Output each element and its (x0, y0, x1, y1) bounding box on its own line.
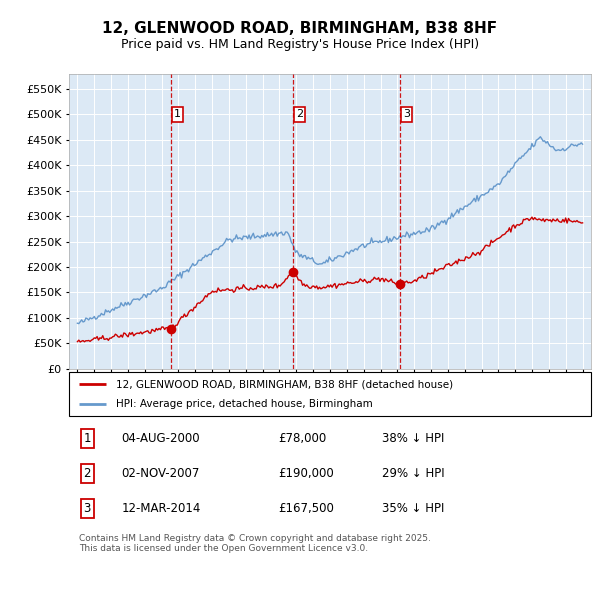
FancyBboxPatch shape (69, 372, 591, 416)
Text: 2: 2 (83, 467, 91, 480)
Text: 29% ↓ HPI: 29% ↓ HPI (382, 467, 445, 480)
Text: Price paid vs. HM Land Registry's House Price Index (HPI): Price paid vs. HM Land Registry's House … (121, 38, 479, 51)
Text: 2: 2 (296, 109, 303, 119)
Text: 12, GLENWOOD ROAD, BIRMINGHAM, B38 8HF (detached house): 12, GLENWOOD ROAD, BIRMINGHAM, B38 8HF (… (116, 379, 453, 389)
Text: 04-AUG-2000: 04-AUG-2000 (121, 432, 200, 445)
Text: HPI: Average price, detached house, Birmingham: HPI: Average price, detached house, Birm… (116, 399, 373, 408)
Text: 35% ↓ HPI: 35% ↓ HPI (382, 502, 445, 515)
Text: £78,000: £78,000 (278, 432, 326, 445)
Text: 02-NOV-2007: 02-NOV-2007 (121, 467, 200, 480)
Text: 1: 1 (83, 432, 91, 445)
Text: £190,000: £190,000 (278, 467, 334, 480)
Text: Contains HM Land Registry data © Crown copyright and database right 2025.
This d: Contains HM Land Registry data © Crown c… (79, 533, 431, 553)
Text: 12, GLENWOOD ROAD, BIRMINGHAM, B38 8HF: 12, GLENWOOD ROAD, BIRMINGHAM, B38 8HF (103, 21, 497, 35)
Text: 3: 3 (83, 502, 91, 515)
Text: £167,500: £167,500 (278, 502, 334, 515)
Text: 1: 1 (174, 109, 181, 119)
Text: 3: 3 (403, 109, 410, 119)
Text: 12-MAR-2014: 12-MAR-2014 (121, 502, 200, 515)
Text: 38% ↓ HPI: 38% ↓ HPI (382, 432, 445, 445)
